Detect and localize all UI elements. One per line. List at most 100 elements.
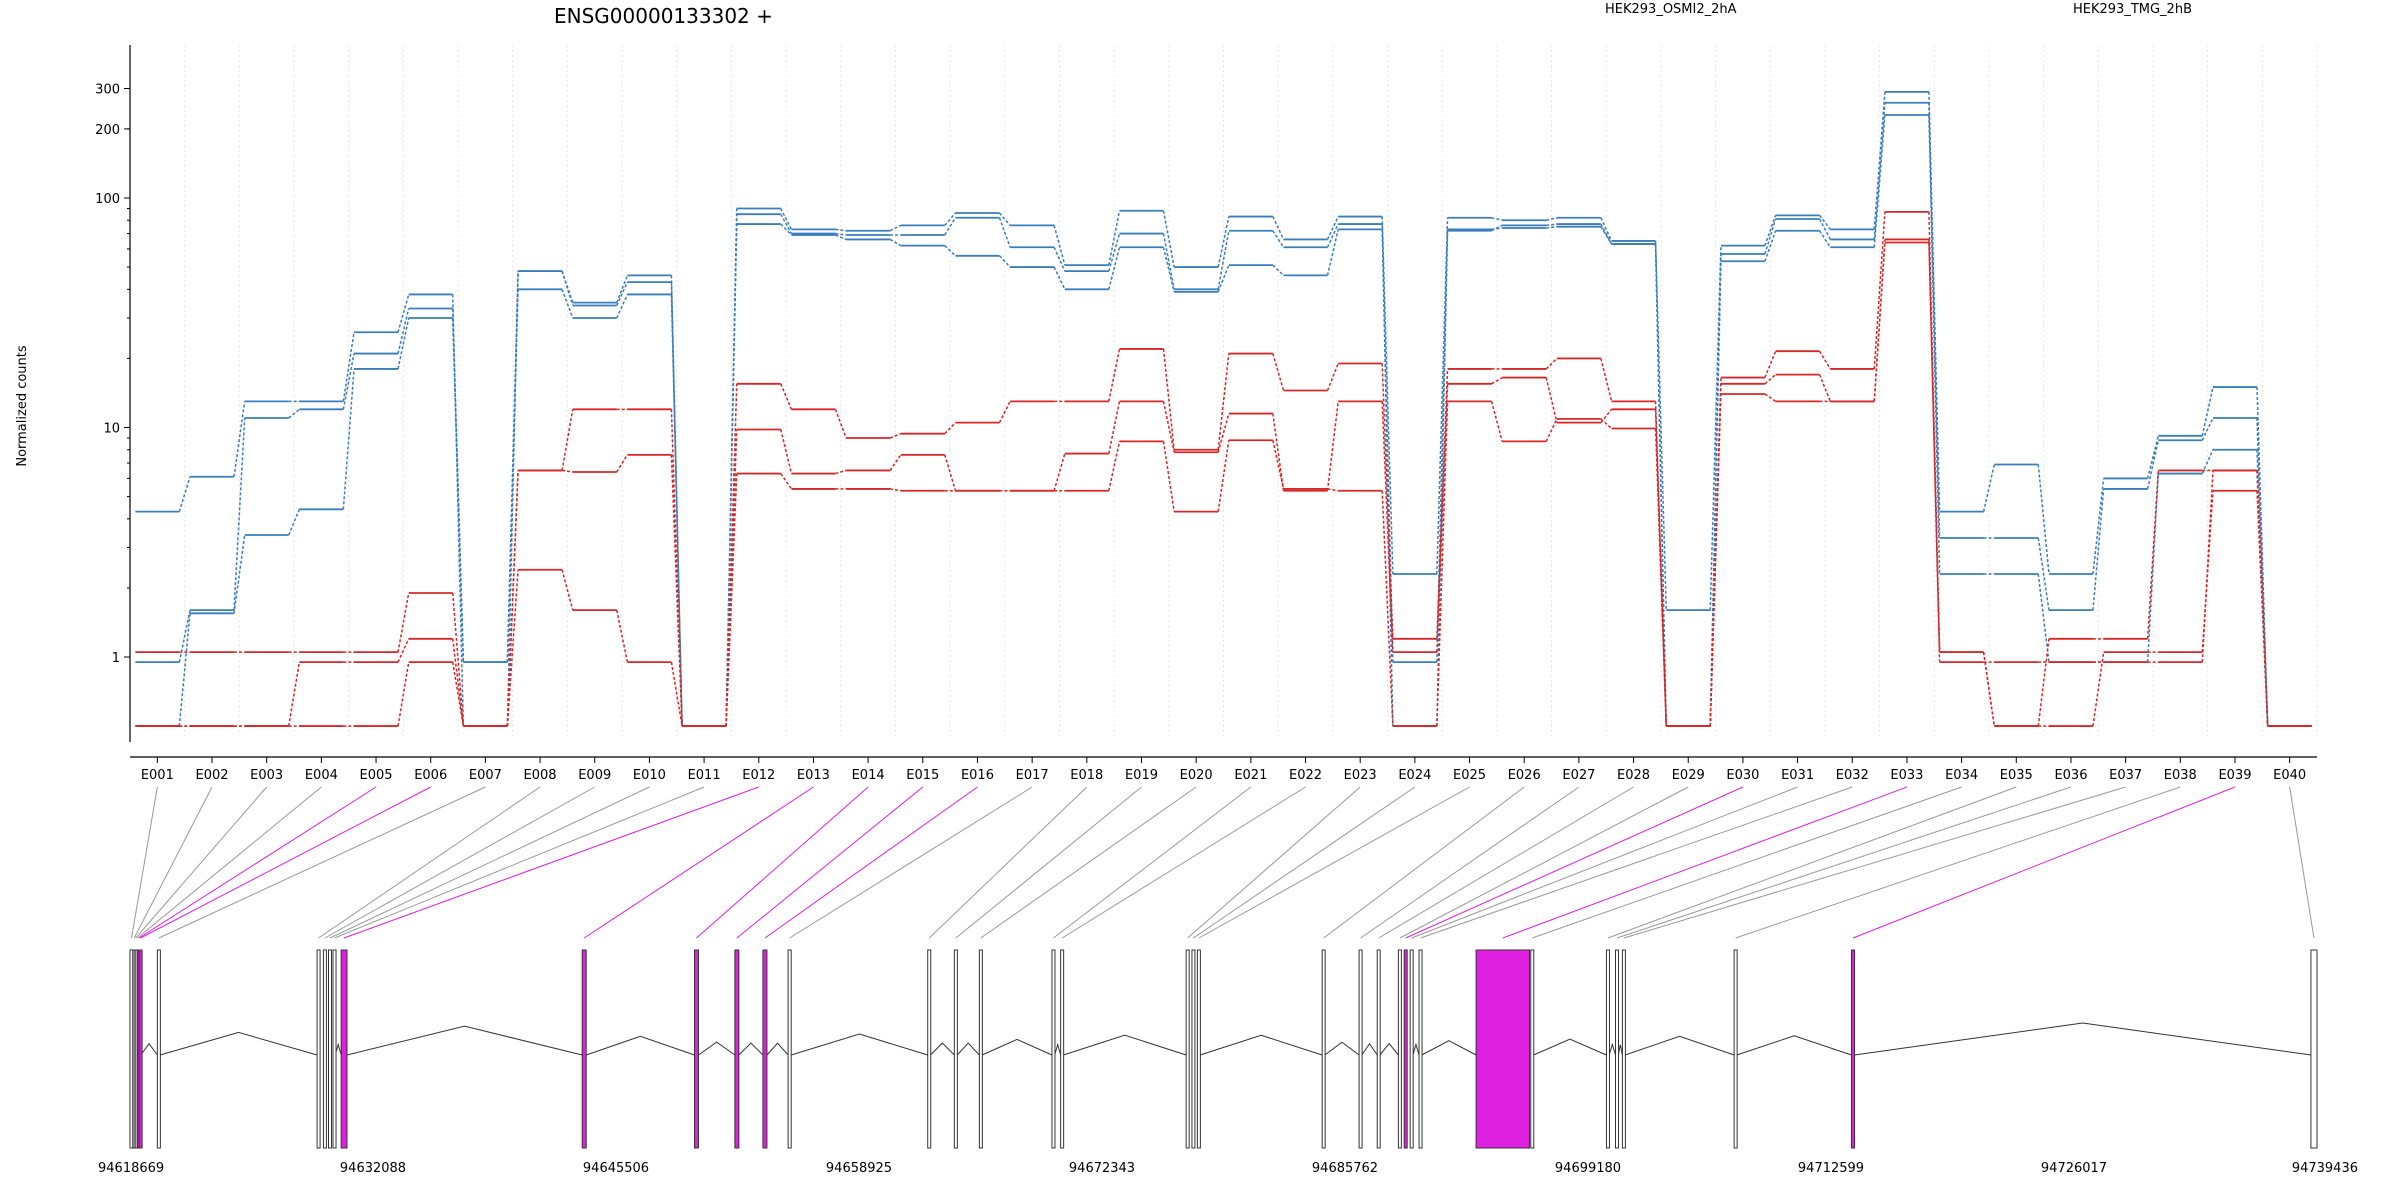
series-segment (1873, 114, 1886, 248)
series-segment (397, 661, 410, 727)
series-segment (1272, 216, 1285, 240)
series-segment (889, 454, 902, 471)
series-segment (998, 212, 1011, 226)
series-segment (1217, 353, 1230, 450)
series-segment (725, 473, 738, 727)
series-segment (1053, 266, 1066, 290)
exon-connector (1360, 786, 1580, 939)
exon-box (1475, 949, 1531, 1149)
exon-connector (1405, 786, 1744, 939)
intron-line (738, 1042, 764, 1056)
exon-connector (343, 786, 759, 939)
exon-label: E002 (195, 768, 228, 783)
exon-label: E022 (1289, 768, 1322, 783)
series-segment (1381, 490, 1394, 727)
series-segment (1764, 230, 1777, 262)
exon-box (2310, 949, 2318, 1149)
intron-line (956, 1042, 980, 1056)
exon-label: E021 (1234, 768, 1267, 783)
series-segment (1217, 440, 1230, 512)
y-axis-label: Normalized counts (15, 345, 30, 467)
exon-connector (1532, 786, 1962, 939)
intron-line (1324, 1041, 1360, 1056)
series-segment (2146, 470, 2160, 639)
series-segment (1108, 401, 1121, 454)
series-segment (1654, 244, 1667, 727)
chart-title: ENSG00000133302 + (554, 4, 773, 28)
series-segment (1546, 217, 1558, 221)
exon-connector (1623, 786, 2126, 939)
series-segment (1272, 413, 1285, 491)
series-segment (889, 488, 901, 492)
exon-box (316, 949, 321, 1149)
series-segment (1272, 230, 1285, 248)
series-segment (1053, 453, 1066, 491)
series-segment (1436, 401, 1449, 727)
exon-label: E016 (961, 768, 994, 783)
series-segment (835, 228, 847, 232)
genome-coordinate-label: 94632088 (340, 1161, 406, 1176)
series-segment (1162, 233, 1175, 290)
intron-line (1361, 1042, 1378, 1056)
series-segment (1272, 264, 1285, 276)
exon-box (953, 949, 958, 1149)
intron-line (981, 1038, 1053, 1056)
series-segment (561, 270, 574, 306)
exon-label: E035 (2000, 768, 2033, 783)
exon-label: E001 (141, 768, 174, 783)
exon-connector (1420, 786, 1853, 939)
series-segment (998, 401, 1011, 423)
exon-label: E010 (633, 768, 666, 783)
series-segment (998, 255, 1011, 268)
series-segment (1162, 348, 1175, 450)
exon-label: E015 (906, 768, 939, 783)
exon-connector (2289, 786, 2315, 939)
series-segment (944, 212, 957, 226)
exon-connector (1411, 786, 1798, 939)
genome-axis: 94618669 94632088 94645506 94658925 94672343… (98, 1161, 2358, 1176)
series-segment (1108, 210, 1121, 266)
series-segment (1654, 240, 1667, 611)
intron-line (930, 1042, 955, 1056)
intron-line (1412, 1042, 1420, 1056)
exon-label: E024 (1398, 768, 1431, 783)
exon-box (1850, 949, 1856, 1149)
exon-label: E020 (1180, 768, 1213, 783)
series-segment (835, 234, 847, 241)
series-segment (725, 224, 738, 727)
genome-coordinate-label: 94685762 (1312, 1161, 1378, 1176)
series-segment (178, 613, 191, 727)
intron-line (586, 1035, 695, 1056)
exon-label: E012 (742, 768, 775, 783)
series-segment (561, 469, 573, 473)
series-segment (178, 476, 191, 512)
series-segment (2201, 417, 2214, 441)
series-segment (944, 245, 956, 257)
exon-box (581, 949, 587, 1149)
x-axis: E001 E002 E003 E004 E005 E006 E007 E008 E009 E010… (130, 756, 2317, 783)
series-segment (1600, 217, 1613, 242)
series-segment (451, 317, 465, 663)
series-segment (616, 294, 629, 319)
series-segment (506, 271, 519, 727)
series-segment (342, 353, 355, 410)
series-segment (1326, 223, 1339, 248)
series-segment (1545, 377, 1558, 423)
exon-box (340, 949, 348, 1149)
series-segment (1873, 91, 1886, 230)
series-segment (2201, 490, 2214, 653)
exon-label: E040 (2273, 768, 2306, 783)
series-segment (1162, 401, 1175, 453)
series-segment (1545, 418, 1558, 442)
exon-label: E036 (2054, 768, 2087, 783)
exon-label: E033 (1890, 768, 1923, 783)
exon-box (1060, 949, 1065, 1149)
series-segment (1818, 350, 1831, 370)
series-segment (2037, 537, 2050, 611)
series-segment (1818, 214, 1831, 230)
intron-line (1199, 1034, 1323, 1056)
exon-connectors (131, 786, 2315, 939)
exon-connector (1616, 786, 2072, 939)
series-segment (561, 409, 574, 471)
exon-label: E025 (1453, 768, 1486, 783)
